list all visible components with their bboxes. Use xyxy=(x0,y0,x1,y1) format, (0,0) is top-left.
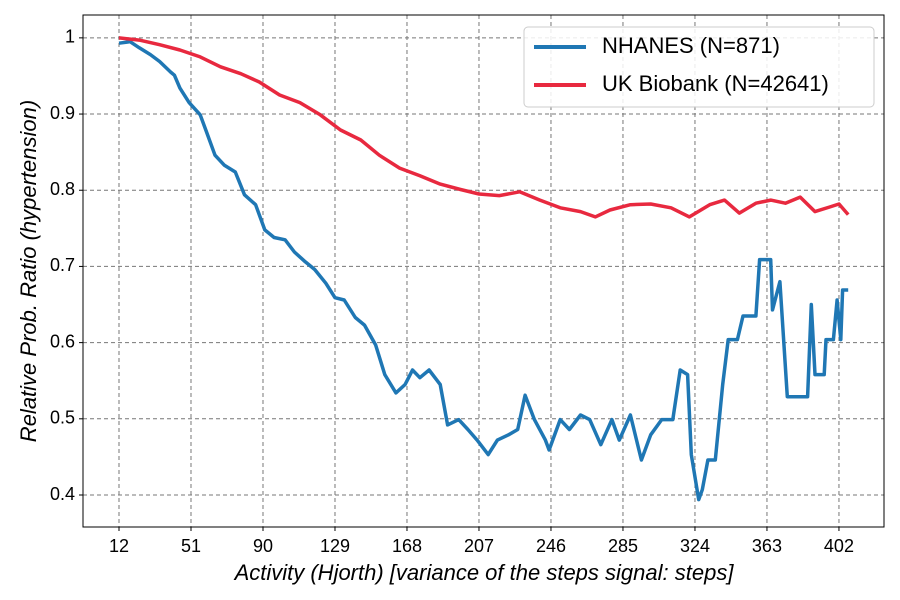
legend-box xyxy=(523,26,875,108)
y-tick-label: 0.6 xyxy=(50,331,75,351)
x-tick-label: 207 xyxy=(464,536,494,556)
y-axis-label: Relative Prob. Ratio (hypertension) xyxy=(16,100,41,442)
x-tick-label: 168 xyxy=(392,536,422,556)
y-tick-label: 0.9 xyxy=(50,103,75,123)
x-tick-label: 246 xyxy=(536,536,566,556)
y-tick-label: 1 xyxy=(65,27,75,47)
y-tick-label: 0.7 xyxy=(50,255,75,275)
line xyxy=(118,36,850,219)
x-tick-label: 363 xyxy=(752,536,782,556)
x-tick-label: 51 xyxy=(181,536,201,556)
x-tick-label: 402 xyxy=(824,536,854,556)
x-tick-label: 324 xyxy=(680,536,710,556)
x-tick-label: 285 xyxy=(608,536,638,556)
legend: NHANES (N=871) UK Biobank (N=42641) xyxy=(523,26,875,108)
x-tick-label: 90 xyxy=(253,536,273,556)
y-tick-label: 0.8 xyxy=(50,179,75,199)
line xyxy=(118,39,849,502)
x-tick-label: 129 xyxy=(320,536,350,556)
legend-label: NHANES (N=871) xyxy=(602,33,780,58)
y-tick-label: 0.5 xyxy=(50,408,75,428)
y-tick-label: 0.4 xyxy=(50,484,75,504)
legend-label: UK Biobank (N=42641) xyxy=(602,71,829,96)
x-axis-label: Activity (Hjorth) [variance of the steps… xyxy=(233,560,735,585)
x-tick-label: 12 xyxy=(109,536,129,556)
plot-frame xyxy=(82,14,885,528)
